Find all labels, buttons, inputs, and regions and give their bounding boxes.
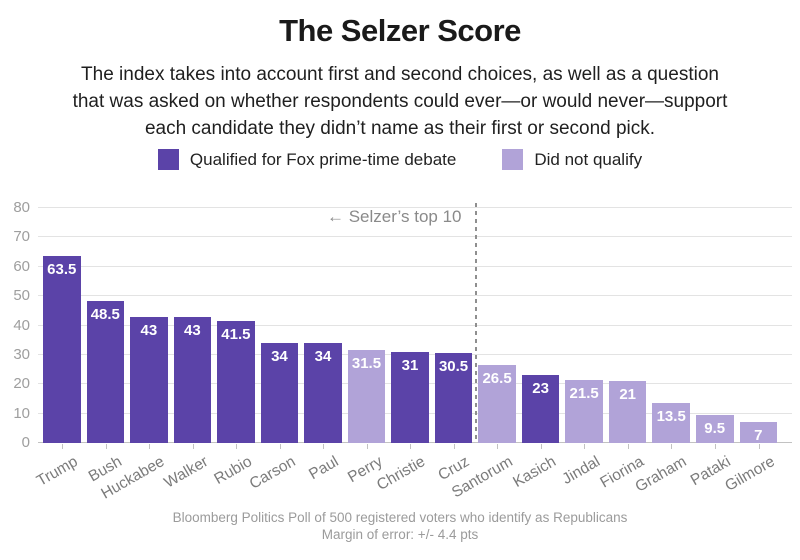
gridline — [38, 295, 792, 297]
top10-divider-line — [474, 203, 477, 443]
page-title: The Selzer Score — [279, 13, 521, 48]
axis-tick — [61, 444, 63, 449]
bar-value-label: 30.5 — [438, 358, 469, 376]
bar-bush: 48.5 — [86, 300, 125, 443]
legend-label: Qualified for Fox prime-time debate — [189, 149, 457, 169]
bar-huckabee: 43 — [130, 316, 168, 443]
bar-kasich: 23 — [521, 375, 560, 443]
x-axis-label: Trump — [33, 453, 81, 490]
bar-value-label: 31.5 — [351, 355, 382, 373]
axis-tick — [409, 444, 411, 449]
gridline — [38, 207, 792, 208]
y-axis-tick-label: 10 — [13, 404, 30, 422]
bar-paul: 34 — [304, 343, 342, 443]
axis-tick — [148, 444, 150, 449]
top10-annotation: ← Selzer’s top 10 — [327, 207, 462, 226]
not-qualified-swatch-icon — [502, 149, 524, 170]
bar-value-label: 41.5 — [221, 326, 251, 344]
axis-tick — [235, 444, 237, 449]
bar-graham: 13.5 — [652, 403, 690, 443]
bar-trump: 63.5 — [43, 256, 81, 443]
bar-jindal: 21.5 — [565, 379, 603, 443]
bar-value-label: 48.5 — [90, 305, 120, 323]
bar-christie: 31 — [391, 351, 429, 443]
axis-tick — [627, 444, 629, 449]
bar-perry: 31.5 — [347, 350, 386, 443]
bar-fiorina: 21 — [608, 381, 647, 443]
x-axis-label: Paul — [306, 453, 342, 484]
bar-walker: 43 — [173, 316, 212, 443]
bar-santorum: 26.5 — [478, 365, 516, 443]
source-line: Bloomberg Politics Poll of 500 registere… — [172, 510, 628, 525]
axis-tick — [540, 444, 542, 449]
bar-value-label: 7 — [754, 427, 763, 445]
gridline — [38, 265, 792, 267]
y-axis-tick-label: 0 — [21, 434, 30, 451]
axis-tick — [670, 444, 672, 449]
gridline — [38, 236, 792, 238]
bar-value-label: 43 — [140, 321, 158, 339]
bar-value-label: 21 — [619, 386, 637, 404]
legend: Qualified for Fox prime-time debate Did … — [0, 149, 800, 170]
y-axis-tick-label: 70 — [13, 228, 30, 246]
y-axis-tick-label: 40 — [13, 316, 30, 334]
plot-area: 63.5 48.5 43 43 41.5 34 34 31.5 31 30.5 26.5 23 21.5… — [38, 203, 792, 445]
subtitle-line: that was asked on whether respondents co… — [72, 91, 728, 112]
bar-value-label: 43 — [184, 321, 201, 339]
bar-value-label: 9.5 — [704, 420, 726, 438]
x-axis-label: Gilmore — [722, 453, 778, 495]
bar-value-label: 21.5 — [569, 384, 599, 402]
subtitle-line: The index takes into account first and s… — [81, 64, 719, 85]
x-axis-ticks — [38, 443, 792, 449]
y-axis-tick-label: 30 — [13, 345, 30, 363]
x-axis-label: Carson — [246, 453, 299, 493]
axis-tick — [322, 444, 324, 449]
y-axis-tick-label: 20 — [13, 375, 30, 393]
axis-tick — [279, 444, 281, 449]
bar-pataki: 9.5 — [695, 415, 734, 443]
x-axis-label: Kasich — [510, 453, 560, 491]
x-axis-label: Christie — [374, 453, 429, 494]
axis-tick — [714, 444, 716, 449]
y-axis: 0 10 20 30 40 50 60 70 80 — [0, 200, 30, 451]
bar-rubio: 41.5 — [217, 321, 255, 443]
bar-value-label: 34 — [314, 348, 332, 366]
subtitle-line: each candidate they didn’t name as their… — [144, 118, 656, 139]
x-axis-label: Walker — [161, 453, 212, 492]
axis-tick — [583, 444, 585, 449]
chart-subtitle: The index takes into account first and s… — [0, 61, 800, 142]
x-axis-label: Rubio — [210, 453, 255, 488]
y-axis-tick-label: 80 — [13, 199, 30, 216]
source-note: Bloomberg Politics Poll of 500 registere… — [0, 509, 800, 543]
bar-cruz: 30.5 — [434, 353, 473, 443]
bar-gilmore: 7 — [739, 422, 778, 445]
y-axis-tick-label: 50 — [13, 287, 30, 305]
axis-tick — [366, 444, 368, 449]
legend-label: Did not qualify — [534, 149, 643, 169]
bar-value-label: 34 — [271, 348, 288, 366]
bars-layer: 63.5 48.5 43 43 41.5 34 34 31.5 31 30.5 26.5 23 21.5… — [38, 208, 792, 445]
bar-value-label: 63.5 — [47, 261, 77, 279]
y-axis-tick-label: 60 — [13, 257, 30, 275]
margin-of-error-line: Margin of error: +/- 4.4 pts — [321, 527, 479, 542]
gridline — [38, 324, 792, 326]
legend-item-qualified: Qualified for Fox prime-time debate — [157, 149, 457, 170]
bar-value-label: 26.5 — [482, 370, 512, 388]
axis-tick — [496, 444, 498, 449]
legend-item-not-qualified: Did not qualify — [502, 149, 642, 170]
axis-tick — [758, 444, 760, 449]
axis-tick — [192, 444, 194, 449]
qualified-swatch-icon — [157, 149, 179, 170]
bar-carson: 34 — [260, 343, 299, 443]
bar-value-label: 31 — [401, 356, 419, 374]
bar-value-label: 23 — [532, 380, 549, 398]
x-axis-label: Jindal — [558, 453, 603, 488]
axis-tick — [453, 444, 455, 449]
axis-tick — [105, 444, 107, 449]
bar-value-label: 13.5 — [656, 408, 686, 426]
